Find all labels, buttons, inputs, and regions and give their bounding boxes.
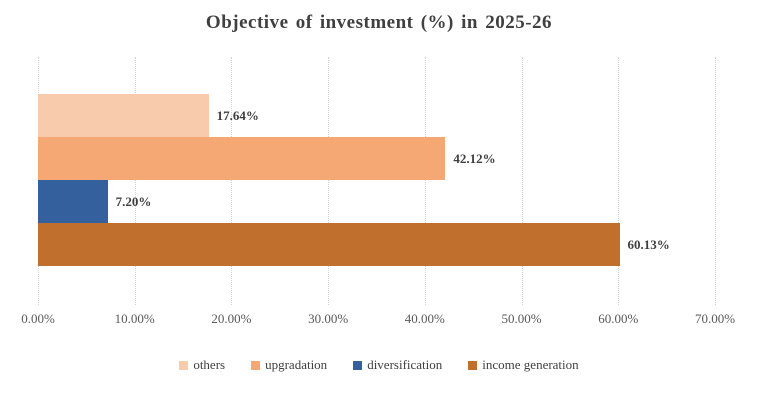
- legend-item-income-generation: income generation: [468, 357, 579, 373]
- bar-data-label: 7.20%: [115, 194, 152, 209]
- x-axis-tick-label: 60.00%: [598, 311, 639, 326]
- legend-swatch-icon: [251, 360, 261, 370]
- x-axis-tick-label: 70.00%: [694, 311, 736, 326]
- bar-data-label: 60.13%: [627, 237, 670, 252]
- bar-others: [38, 94, 209, 137]
- gridline: [521, 57, 523, 305]
- gridline: [134, 57, 136, 305]
- x-axis-tick-label: 30.00%: [308, 311, 349, 326]
- gridline: [618, 57, 620, 305]
- bar-data-label: 17.64%: [216, 108, 259, 123]
- bar-data-label: 42.12%: [453, 151, 496, 166]
- gridline: [424, 57, 426, 305]
- plot-area: 17.64% 42.12% 7.20% 60.13%: [38, 57, 716, 305]
- x-axis-tick-label: 0.00%: [21, 311, 55, 326]
- bar-income-generation: [38, 223, 620, 266]
- bar-diversification: [38, 180, 108, 223]
- legend-label: others: [193, 357, 226, 372]
- x-axis-tick-label: 40.00%: [404, 311, 445, 326]
- chart-title: Objective of investment (%) in 2025-26: [205, 12, 553, 33]
- legend-swatch-icon: [468, 360, 478, 370]
- legend-label: diversification: [367, 357, 443, 372]
- x-axis-tick-label: 10.00%: [114, 311, 155, 326]
- legend-item-diversification: diversification: [353, 357, 442, 373]
- legend-item-others: others: [179, 357, 225, 373]
- bar-upgradation: [38, 137, 446, 180]
- legend-label: upgradation: [265, 357, 328, 372]
- x-axis-labels: 0.00% 10.00% 20.00% 30.00% 40.00% 50.00% 60.00…: [21, 311, 735, 329]
- gridline: [715, 57, 716, 305]
- x-axis-tick-label: 50.00%: [501, 311, 542, 326]
- x-axis-tick-label: 20.00%: [211, 311, 252, 326]
- legend-label: income generation: [482, 357, 579, 372]
- gridline: [328, 57, 330, 305]
- legend-item-upgradation: upgradation: [251, 357, 327, 373]
- gridline: [231, 57, 233, 305]
- legend-swatch-icon: [353, 360, 363, 370]
- legend-swatch-icon: [179, 360, 189, 370]
- legend: others upgradation diversification income g…: [0, 357, 758, 373]
